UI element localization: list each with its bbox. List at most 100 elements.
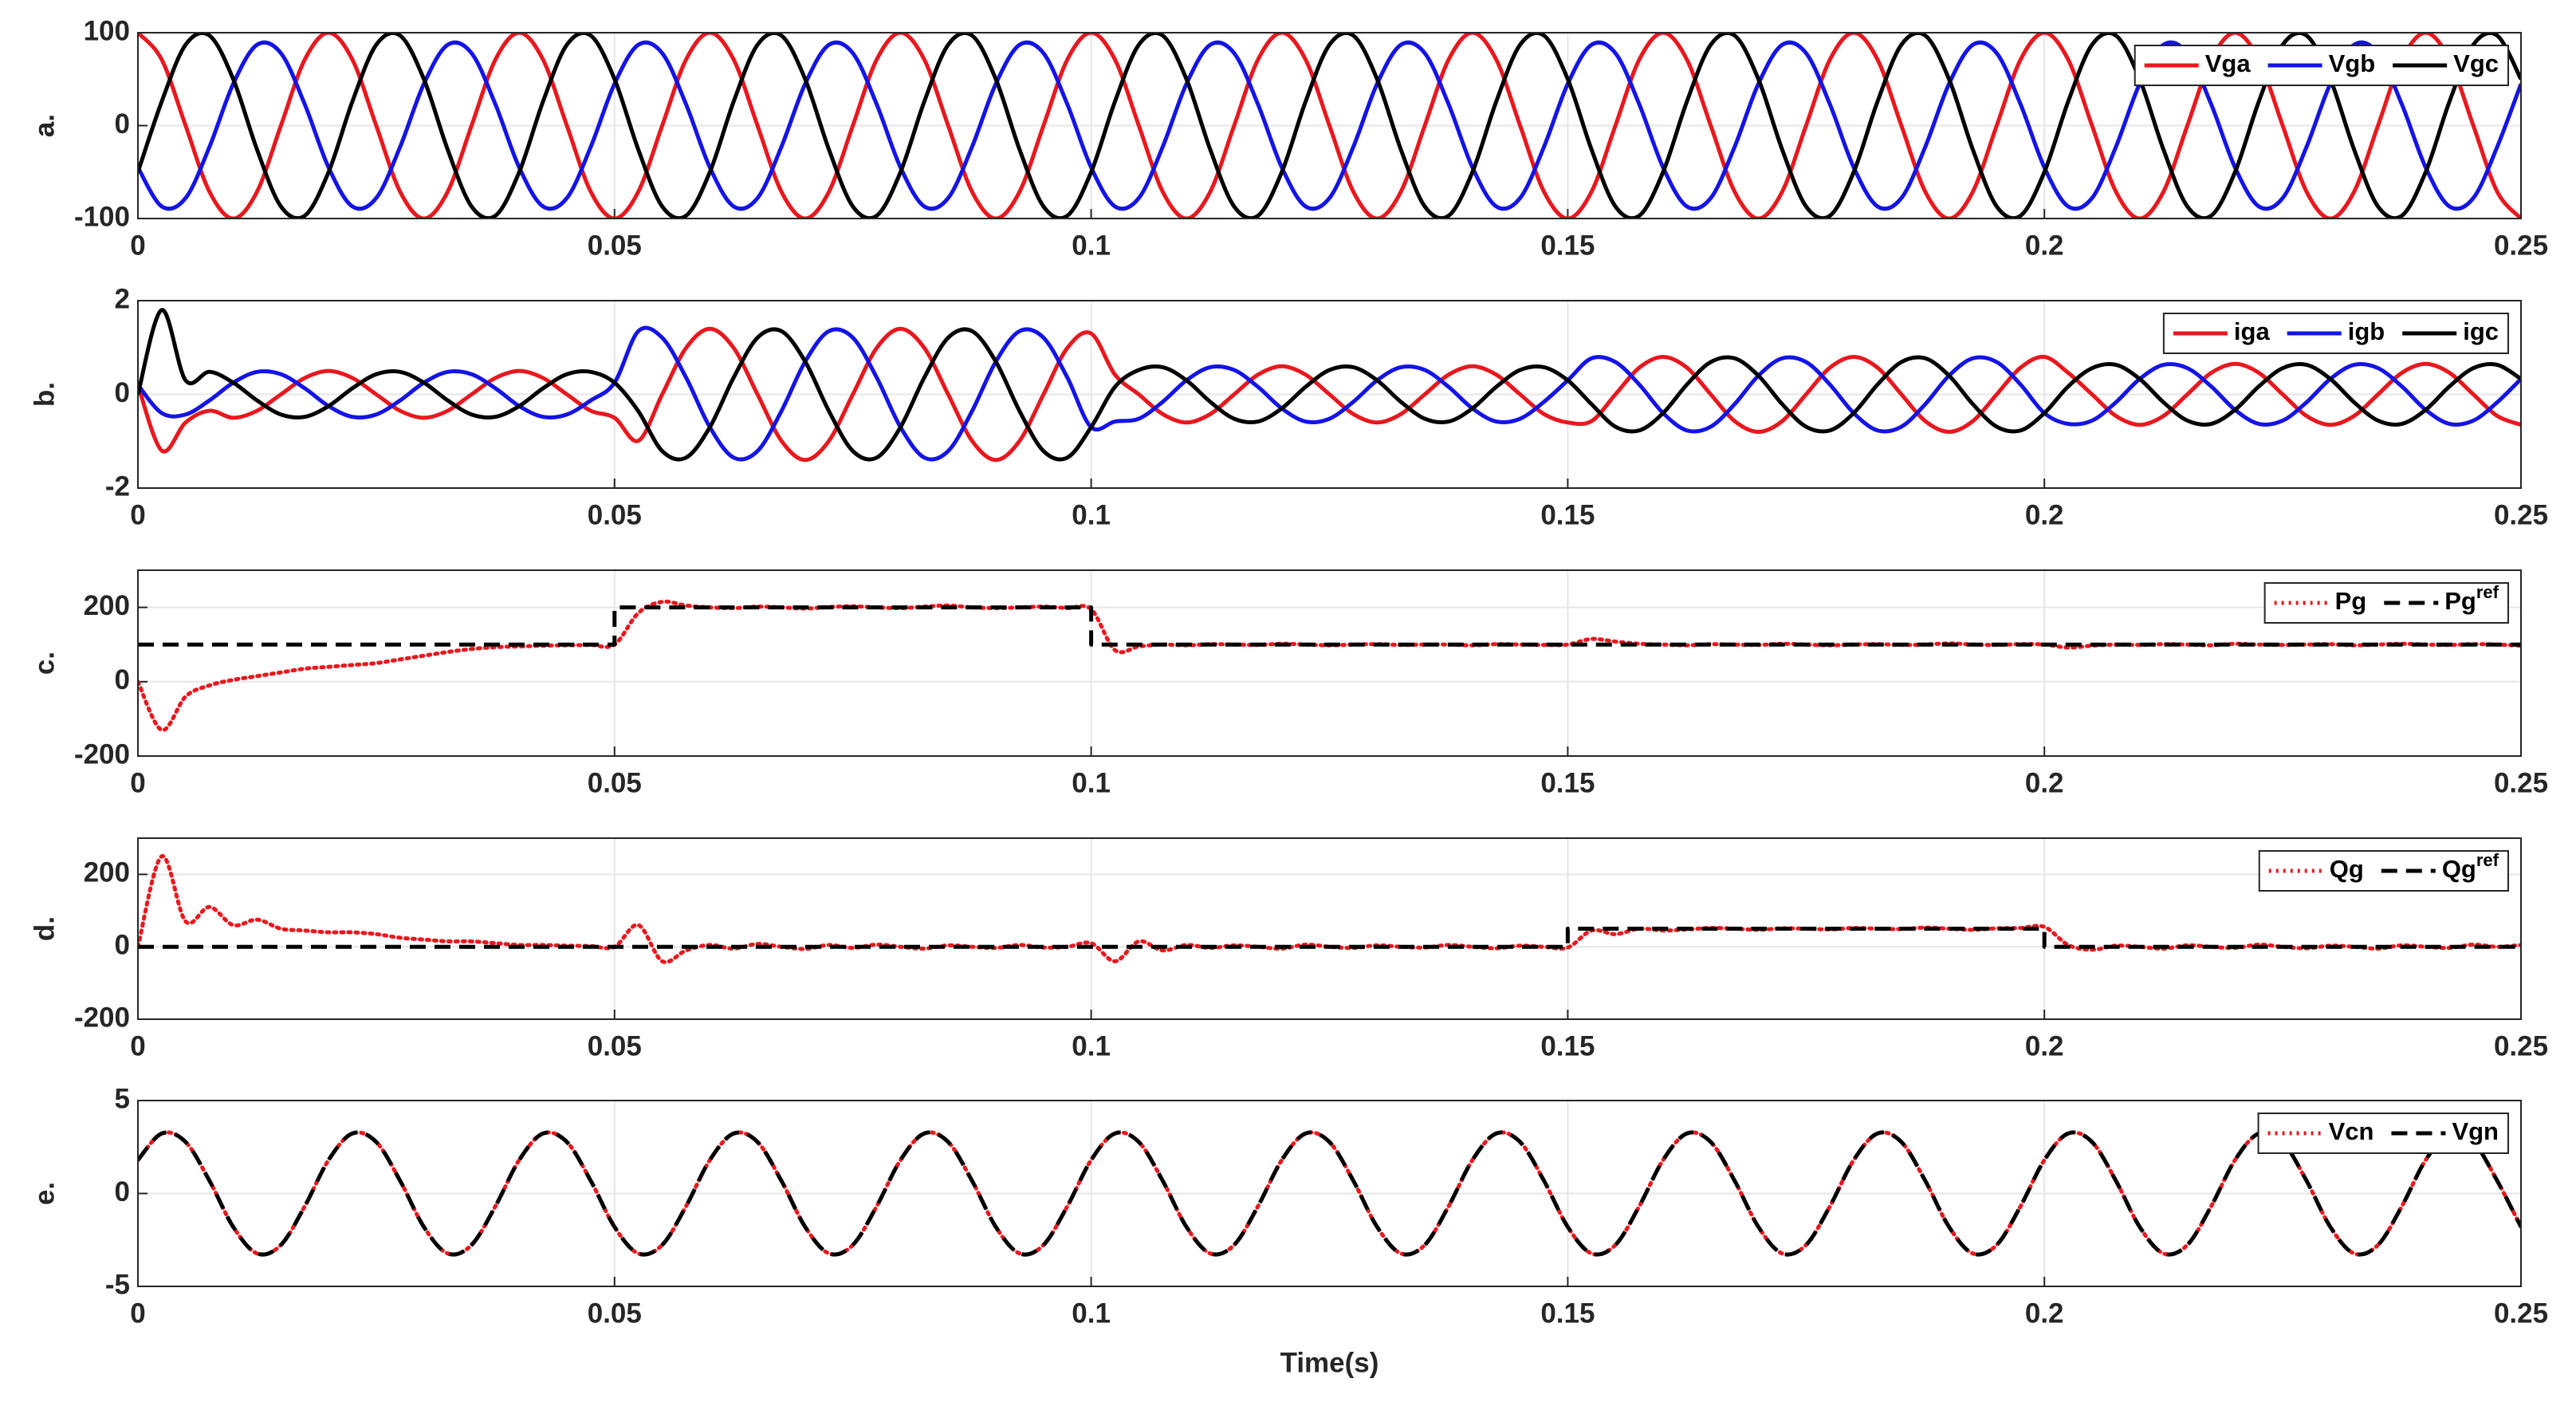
legend-label: Vga bbox=[2205, 49, 2252, 77]
y-axis-label: a. bbox=[29, 114, 60, 137]
x-tick-label: 0.05 bbox=[588, 767, 642, 798]
x-tick-label: 0 bbox=[130, 499, 145, 530]
x-tick-label: 0.15 bbox=[1540, 230, 1595, 261]
legend-name: Vga bbox=[2205, 49, 2252, 77]
y-tick-label: 0 bbox=[115, 929, 130, 960]
legend-label: igc bbox=[2463, 317, 2499, 345]
y-tick-label: -200 bbox=[74, 1002, 130, 1033]
series-line bbox=[138, 1130, 2521, 1257]
series-line bbox=[138, 605, 2521, 647]
legend: Vga Vgb Vgc bbox=[2134, 45, 2509, 86]
series-line bbox=[138, 33, 2521, 219]
legend-name: iga bbox=[2234, 317, 2271, 345]
y-axis-label: e. bbox=[29, 1182, 60, 1205]
legend: Pg Pgref bbox=[2263, 582, 2509, 624]
legend-label: Vgc bbox=[2453, 49, 2499, 77]
y-tick-label: 200 bbox=[84, 857, 130, 888]
y-tick-label: 0 bbox=[115, 1176, 130, 1207]
x-tick-label: 0.15 bbox=[1540, 767, 1595, 798]
y-tick-label: -2 bbox=[105, 471, 130, 502]
legend-superscript: ref bbox=[2476, 582, 2499, 602]
legend-label: igb bbox=[2348, 317, 2385, 345]
y-axis-label: c. bbox=[29, 652, 60, 675]
legend-label: Pg bbox=[2335, 587, 2367, 615]
x-tick-label: 0.2 bbox=[2025, 767, 2064, 798]
legend-box bbox=[2257, 1113, 2509, 1154]
series-group bbox=[138, 854, 2521, 964]
legend-label: Pgref bbox=[2444, 582, 2499, 615]
legend-name: igc bbox=[2463, 317, 2499, 345]
legend-label: iga bbox=[2234, 317, 2271, 345]
x-tick-label: 0.15 bbox=[1540, 1298, 1595, 1329]
axes-frame bbox=[137, 837, 2522, 1020]
x-tick-label: 0.05 bbox=[588, 1030, 642, 1061]
x-axis-label: Time(s) bbox=[1280, 1347, 1379, 1378]
x-tick-label: 0.05 bbox=[588, 499, 642, 530]
x-tick-label: 0.2 bbox=[2025, 1298, 2064, 1329]
x-tick-label: 0 bbox=[130, 1030, 145, 1061]
series-group bbox=[138, 33, 2521, 219]
axes-frame bbox=[137, 1100, 2522, 1287]
series-group bbox=[138, 599, 2521, 732]
y-tick-label: -100 bbox=[74, 201, 130, 232]
x-tick-label: 0.15 bbox=[1540, 1030, 1595, 1061]
series-group bbox=[138, 1130, 2521, 1257]
y-tick-label: 5 bbox=[115, 1083, 130, 1114]
series-line bbox=[138, 325, 2521, 462]
x-tick-label: 0.2 bbox=[2025, 230, 2064, 261]
x-tick-label: 0.25 bbox=[2494, 499, 2548, 530]
legend-name: Vgb bbox=[2329, 49, 2376, 77]
y-tick-label: 100 bbox=[84, 15, 130, 46]
x-tick-label: 0.1 bbox=[1072, 230, 1111, 261]
x-tick-label: 0 bbox=[130, 230, 145, 261]
series-line bbox=[138, 33, 2521, 219]
legend-label: Qgref bbox=[2442, 850, 2499, 883]
x-tick-label: 0 bbox=[130, 767, 145, 798]
y-axis-label: b. bbox=[29, 382, 60, 407]
legend-name: Vgn bbox=[2452, 1117, 2499, 1145]
x-tick-label: 0 bbox=[130, 1298, 145, 1329]
legend: Qg Qgref bbox=[2258, 850, 2509, 892]
x-tick-label: 0.25 bbox=[2494, 1298, 2548, 1329]
y-tick-label: -200 bbox=[74, 738, 130, 770]
x-tick-label: 0.05 bbox=[588, 1298, 642, 1329]
axes-frame bbox=[137, 32, 2522, 219]
legend-label: Vgn bbox=[2452, 1117, 2499, 1145]
axes-frame bbox=[137, 569, 2522, 757]
x-tick-label: 0.25 bbox=[2494, 230, 2548, 261]
legend-name: Vgc bbox=[2453, 49, 2499, 77]
legend-name: Pg bbox=[2335, 587, 2367, 615]
series-line bbox=[138, 40, 2521, 211]
x-tick-label: 0.2 bbox=[2025, 1030, 2064, 1061]
legend: iga igb igc bbox=[2162, 313, 2509, 354]
y-axis-label: d. bbox=[29, 916, 60, 941]
y-tick-label: 0 bbox=[115, 108, 130, 140]
legend-label: Qg bbox=[2330, 855, 2364, 883]
x-tick-label: 0.2 bbox=[2025, 499, 2064, 530]
x-tick-label: 0.1 bbox=[1072, 1298, 1111, 1329]
axes-frame bbox=[137, 300, 2522, 489]
legend-name: Qg bbox=[2442, 855, 2476, 883]
legend: Vcn Vgn bbox=[2257, 1113, 2509, 1154]
legend-name: Pg bbox=[2444, 587, 2476, 615]
legend-name: Vcn bbox=[2329, 1117, 2374, 1145]
legend-name: Qg bbox=[2330, 855, 2364, 883]
legend-label: Vcn bbox=[2329, 1117, 2374, 1145]
y-tick-label: -5 bbox=[105, 1269, 130, 1300]
series-line bbox=[138, 927, 2521, 949]
x-tick-label: 0.15 bbox=[1540, 499, 1595, 530]
y-tick-label: 0 bbox=[115, 377, 130, 408]
y-tick-label: 2 bbox=[115, 283, 130, 314]
y-tick-label: 200 bbox=[84, 590, 130, 621]
legend-name: igb bbox=[2348, 317, 2385, 345]
legend-label: Vgb bbox=[2329, 49, 2376, 77]
series-group bbox=[138, 308, 2521, 463]
